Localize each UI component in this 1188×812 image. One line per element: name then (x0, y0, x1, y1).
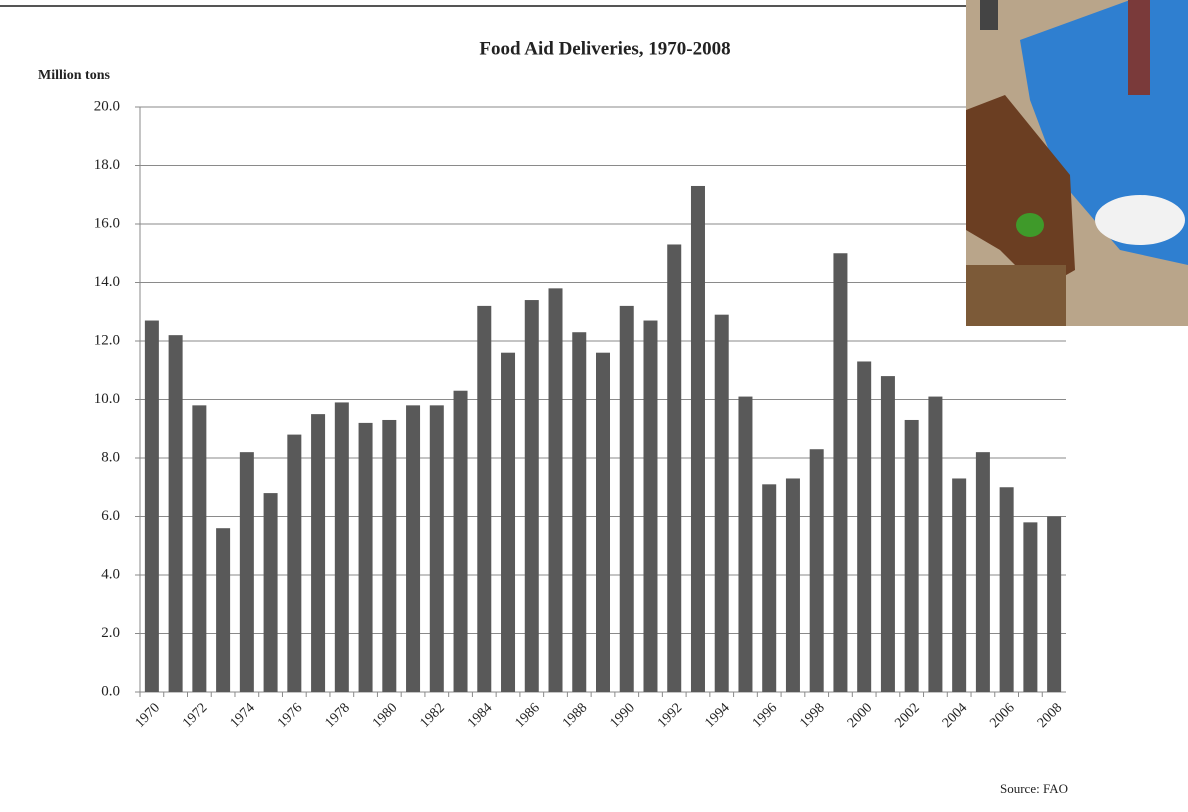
bar (999, 487, 1014, 692)
bar (334, 402, 349, 692)
photo-melon (1016, 213, 1044, 237)
bar (572, 332, 587, 692)
y-tick-label: 14.0 (94, 274, 120, 290)
x-tick-label: 1986 (512, 700, 542, 730)
photo (966, 0, 1188, 326)
x-tick-label: 1984 (465, 700, 495, 730)
bar (809, 449, 824, 692)
bar (857, 361, 872, 692)
bar (1023, 522, 1038, 692)
y-tick-label: 6.0 (101, 508, 120, 524)
photo-leg (1128, 0, 1150, 95)
x-tick-label: 1976 (275, 700, 305, 730)
bar (358, 422, 373, 692)
photo-table (966, 95, 1075, 290)
x-tick-label: 1972 (180, 700, 210, 730)
photo-leg (980, 0, 998, 30)
bar (667, 244, 682, 692)
bar (762, 484, 777, 692)
bar (429, 405, 444, 692)
y-tick-label: 0.0 (101, 683, 120, 699)
x-tick-label: 1988 (560, 700, 590, 730)
bar (477, 305, 492, 692)
bar (880, 376, 895, 692)
bar (738, 396, 753, 692)
x-tick-label: 2002 (892, 700, 922, 730)
bar (596, 352, 610, 692)
y-tick-label: 12.0 (94, 332, 120, 348)
x-tick-label: 1970 (133, 700, 163, 730)
bar (904, 419, 919, 692)
y-tick-label: 18.0 (94, 157, 120, 173)
x-tick-label: 2004 (940, 700, 970, 730)
bar (311, 414, 326, 692)
photo-sack (1095, 195, 1185, 245)
bar (216, 528, 231, 692)
y-tick-label: 8.0 (101, 449, 120, 465)
bar (168, 335, 183, 692)
x-tick-label: 1994 (702, 700, 732, 730)
x-tick-label: 1974 (228, 700, 258, 730)
bar (524, 300, 539, 692)
bar (785, 478, 800, 692)
bar (1047, 516, 1062, 692)
bar (975, 452, 990, 692)
bar (382, 419, 397, 692)
y-tick-label: 20.0 (94, 98, 120, 114)
bar (144, 320, 159, 692)
bar (952, 478, 967, 692)
y-tick-label: 10.0 (94, 391, 120, 407)
bar (453, 390, 468, 692)
bar (619, 305, 634, 692)
x-tick-label: 1996 (750, 700, 780, 730)
y-tick-label: 4.0 (101, 566, 120, 582)
bar (192, 405, 207, 692)
bar (501, 352, 516, 692)
bar (287, 434, 302, 692)
photo-wood (966, 265, 1066, 326)
x-tick-label: 2000 (845, 700, 875, 730)
x-tick-label: 2008 (1035, 700, 1065, 730)
x-tick-label: 1992 (655, 700, 685, 730)
source-note: Source: FAO (1000, 781, 1068, 796)
bar (928, 396, 943, 692)
y-tick-label: 2.0 (101, 625, 120, 641)
x-tick-label: 1980 (370, 700, 400, 730)
bar (263, 493, 278, 692)
bar (714, 314, 729, 692)
x-tick-label: 1998 (797, 700, 827, 730)
bar (239, 452, 254, 692)
x-tick-label: 1982 (417, 700, 447, 730)
bar (643, 320, 658, 692)
y-tick-label: 16.0 (94, 215, 120, 231)
bar (548, 288, 563, 692)
x-tick-label: 1978 (323, 700, 353, 730)
bar (833, 253, 848, 692)
x-tick-label: 2006 (987, 700, 1017, 730)
y-axis-label: Million tons (38, 68, 111, 83)
bar (406, 405, 421, 692)
x-tick-label: 1990 (607, 700, 637, 730)
chart-title: Food Aid Deliveries, 1970-2008 (479, 38, 730, 59)
bar (690, 185, 705, 692)
